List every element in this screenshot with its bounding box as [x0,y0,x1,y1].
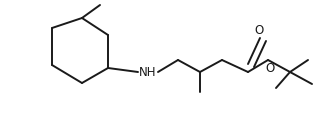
Text: NH: NH [139,66,157,78]
Text: O: O [265,61,275,74]
Text: O: O [254,24,264,36]
